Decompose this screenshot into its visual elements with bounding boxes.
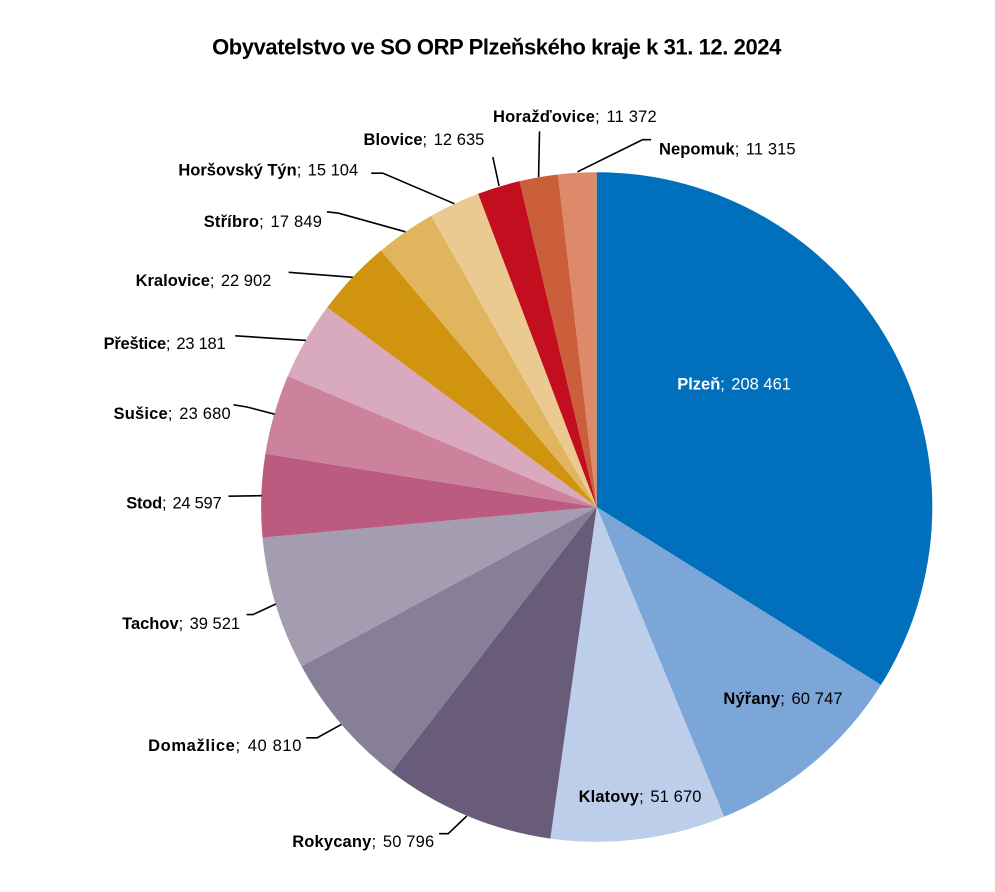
svg-text:Plzeň; 208 461: Plzeň; 208 461 xyxy=(677,376,791,394)
svg-text:Kralovice; 22 902: Kralovice; 22 902 xyxy=(136,272,272,290)
svg-text:Domažlice; 40 810: Domažlice; 40 810 xyxy=(148,737,302,755)
svg-text:Nýřany; 60 747: Nýřany; 60 747 xyxy=(723,690,842,708)
svg-text:Obyvatelstvo ve SO ORP Plzeňsk: Obyvatelstvo ve SO ORP Plzeňského kraje … xyxy=(212,35,782,60)
svg-text:Blovice; 12 635: Blovice; 12 635 xyxy=(364,131,485,149)
svg-text:Rokycany; 50 796: Rokycany; 50 796 xyxy=(292,833,434,851)
svg-text:Klatovy; 51 670: Klatovy; 51 670 xyxy=(579,788,702,806)
svg-text:Přeštice; 23 181: Přeštice; 23 181 xyxy=(104,335,226,353)
svg-text:Nepomuk; 11 315: Nepomuk; 11 315 xyxy=(659,141,796,159)
svg-text:Stříbro; 17 849: Stříbro; 17 849 xyxy=(204,213,322,231)
svg-text:Stod; 24 597: Stod; 24 597 xyxy=(126,495,221,513)
svg-text:Horažďovice; 11 372: Horažďovice; 11 372 xyxy=(493,108,657,126)
svg-text:Tachov; 39 521: Tachov; 39 521 xyxy=(122,615,240,633)
svg-text:Horšovský Týn; 15 104: Horšovský Týn; 15 104 xyxy=(178,162,358,180)
svg-text:Sušice; 23 680: Sušice; 23 680 xyxy=(114,405,231,423)
